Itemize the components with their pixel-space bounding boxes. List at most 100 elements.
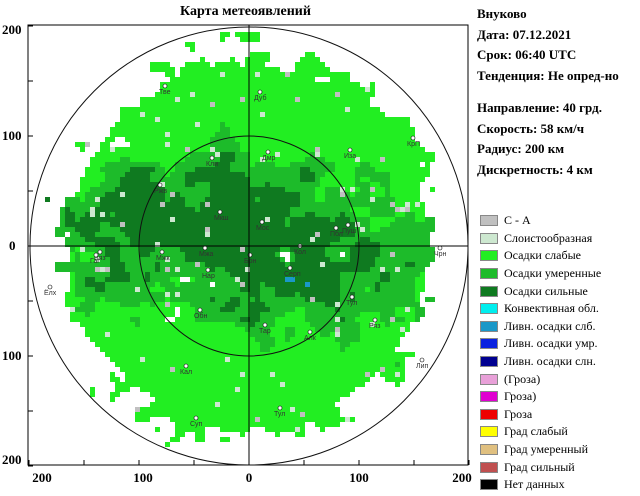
legend-item: Конвективная обл. — [480, 300, 601, 318]
legend-item: Град слабый — [480, 423, 601, 441]
town-label: Обн — [194, 312, 207, 320]
x-tick-label: 100 — [133, 470, 153, 485]
town-marker: Нар — [202, 267, 215, 280]
town-label: Кал — [180, 369, 192, 376]
precipitation-echo — [45, 32, 435, 447]
town-marker: Ёлх — [44, 284, 57, 297]
town-label: Суп — [190, 421, 203, 428]
y-tick-label: 0 — [9, 238, 16, 253]
town-dot — [205, 267, 211, 273]
legend-item: Ливн. осадки слб. — [480, 318, 601, 336]
legend-item: Осадки сильные — [480, 282, 601, 300]
town-marker: Обн — [194, 307, 207, 320]
town-label: Тар — [259, 328, 271, 335]
legend-label: Град умеренный — [504, 442, 589, 457]
town-marker: Ряз — [369, 317, 380, 330]
town-label: Тве — [159, 89, 171, 96]
town-label: Чрн — [434, 251, 447, 258]
town-marker: Пуш — [342, 222, 357, 235]
legend-label: Нет данных — [504, 477, 565, 492]
legend-label: Гроза — [504, 406, 533, 421]
legend-label: Осадки умеренные — [504, 266, 602, 281]
legend-label: Ливн. осадки слб. — [504, 318, 596, 333]
town-marker: Иза — [344, 147, 356, 160]
town-marker: Дуб — [254, 89, 266, 102]
legend-swatch — [480, 303, 498, 315]
town-label: Ржв — [154, 188, 167, 195]
town-marker: Тар — [259, 322, 271, 335]
legend-item: Слоистообразная — [480, 230, 601, 248]
legend-item: С - А — [480, 212, 601, 230]
town-marker: Чрн — [434, 245, 447, 258]
town-label: Тул — [346, 300, 357, 307]
town-marker: Мкш — [214, 209, 229, 222]
town-dot — [257, 89, 263, 95]
legend-swatch — [480, 461, 498, 473]
town-dot — [47, 284, 53, 290]
town-marker: Суп — [190, 415, 203, 428]
town-marker: Алк — [304, 329, 317, 342]
y-tick-label: 100 — [2, 128, 22, 143]
town-label: Дуб — [254, 94, 266, 102]
town-label: Мжа — [199, 251, 214, 258]
town-dot — [262, 322, 268, 328]
legend-label: Ливн. осадки слн. — [504, 354, 596, 369]
legend-swatch — [480, 408, 498, 420]
town-marker: Тве — [159, 83, 171, 96]
town-label: Ёлх — [44, 289, 57, 297]
town-marker: Мос — [256, 219, 270, 232]
legend-item: Осадки слабые — [480, 247, 601, 265]
legend-label: Слоистообразная — [504, 230, 593, 245]
legend-label: Гроза) — [504, 389, 537, 404]
map-title: Карта метеоявлений — [180, 4, 311, 19]
legend-item: Осадки умеренные — [480, 265, 601, 283]
town-dot — [345, 222, 351, 228]
legend-item: Град сильный — [480, 458, 601, 476]
town-label: Пуш — [342, 228, 357, 235]
legend-swatch — [480, 268, 498, 280]
town-label: Мкш — [214, 215, 229, 222]
town-label: Алк — [304, 335, 317, 342]
movement-speed: Скорость: 58 км/ч — [477, 120, 585, 136]
y-tick-label: 200 — [2, 22, 22, 37]
legend-label: С - А — [504, 213, 531, 228]
station-name: Внуково — [477, 6, 527, 21]
radar-radius: Радиус: 200 км — [477, 141, 565, 156]
town-marker: Кли — [206, 155, 218, 168]
town-dot — [159, 249, 165, 255]
legend-item: Нет данных — [480, 476, 601, 494]
town-dot — [287, 265, 293, 271]
legend-label: Осадки слабые — [504, 248, 581, 263]
observation-time: Срок: 06:40 UTC — [477, 47, 577, 62]
town-label: Мос — [256, 225, 270, 232]
town-dot — [193, 415, 199, 421]
x-tick-label: 0 — [245, 470, 253, 485]
town-dot — [372, 317, 378, 323]
town-label: Кол — [294, 249, 306, 256]
legend-label: Конвективная обл. — [504, 301, 599, 316]
town-dot — [347, 147, 353, 153]
legend-label: Осадки сильные — [504, 283, 588, 298]
axis-ticks — [28, 25, 470, 467]
legend-item: Град умеренный — [480, 441, 601, 459]
observation-date: Дата: 07.12.2021 — [477, 26, 572, 42]
legend-label: Град слабый — [504, 424, 568, 439]
legend-swatch — [480, 320, 498, 332]
x-tick-label: 200 — [32, 470, 52, 485]
legend-swatch — [480, 232, 498, 244]
legend-swatch — [480, 338, 498, 350]
town-label: Брн — [244, 258, 256, 265]
legend-swatch — [480, 444, 498, 456]
town-dot — [259, 219, 265, 225]
town-label: Нар — [202, 273, 215, 280]
x-tick-label: 200 — [452, 470, 472, 485]
town-label: Дмр — [262, 155, 276, 162]
legend-swatch — [480, 356, 498, 368]
town-label: Серп — [284, 271, 301, 278]
x-tick-label: 100 — [349, 470, 369, 485]
y-tick-label: 100 — [2, 348, 22, 363]
town-dot — [197, 307, 203, 313]
legend-label: Ливн. осадки умр. — [504, 336, 598, 351]
